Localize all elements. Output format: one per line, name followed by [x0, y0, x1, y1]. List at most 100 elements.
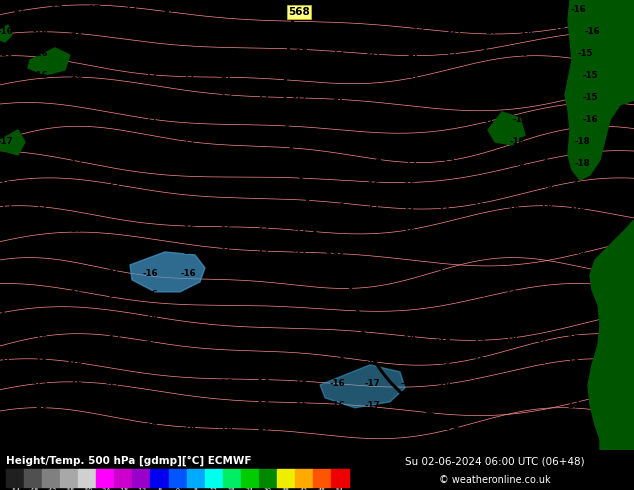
Text: Su 02-06-2024 06:00 UTC (06+48): Su 02-06-2024 06:00 UTC (06+48) [404, 456, 585, 466]
Text: -17: -17 [0, 203, 13, 213]
Text: -19: -19 [532, 401, 548, 410]
Text: -17: -17 [292, 94, 308, 102]
Text: -19: -19 [502, 357, 518, 367]
Polygon shape [28, 48, 70, 75]
Text: -17: -17 [67, 203, 83, 213]
Bar [331, 469, 349, 487]
Text: -17: -17 [439, 159, 455, 169]
Text: -17: -17 [142, 116, 158, 124]
Text: -16: -16 [217, 379, 233, 389]
Bar [150, 469, 169, 487]
Text: -17: -17 [292, 72, 308, 80]
Text: -18: -18 [142, 357, 158, 367]
Text: -15: -15 [537, 247, 553, 256]
Text: -17: -17 [105, 27, 121, 36]
Text: -17: -17 [502, 401, 518, 410]
Text: -16: -16 [512, 49, 528, 58]
Text: -17: -17 [329, 94, 345, 102]
Text: -16: -16 [67, 312, 83, 321]
Text: -18: -18 [535, 5, 551, 15]
Text: -16: -16 [547, 72, 563, 80]
Text: -18: -18 [574, 159, 590, 169]
Text: -16: -16 [512, 72, 528, 80]
Text: -17: -17 [105, 181, 121, 191]
Text: Height/Temp. 500 hPa [gdmp][°C] ECMWF: Height/Temp. 500 hPa [gdmp][°C] ECMWF [6, 456, 252, 466]
Text: -19: -19 [502, 270, 518, 278]
Text: -18: -18 [540, 159, 556, 169]
Text: -17: -17 [217, 94, 233, 102]
Text: -18: -18 [400, 401, 416, 410]
Bar [42, 469, 60, 487]
Text: -17: -17 [180, 116, 196, 124]
Text: -19: -19 [567, 270, 583, 278]
Text: -18: -18 [364, 335, 380, 344]
Text: -16: -16 [180, 291, 196, 299]
Text: -19: -19 [532, 291, 548, 299]
Text: 24: 24 [245, 488, 254, 490]
Text: -18: -18 [540, 137, 556, 147]
Text: -16: -16 [470, 247, 486, 256]
Text: -16: -16 [217, 312, 233, 321]
Text: 54: 54 [336, 488, 344, 490]
Text: -16: -16 [470, 270, 486, 278]
Text: -16: -16 [329, 270, 345, 278]
Text: -17: -17 [180, 94, 196, 102]
Text: -17: -17 [402, 159, 418, 169]
Text: -18: -18 [570, 181, 586, 191]
Text: -17: -17 [105, 137, 121, 147]
Text: -16: -16 [254, 401, 270, 410]
Text: -15: -15 [577, 49, 593, 58]
Text: -18: -18 [564, 312, 580, 321]
Text: -17: -17 [142, 181, 158, 191]
Text: -16: -16 [570, 5, 586, 15]
Text: -16: -16 [217, 225, 233, 234]
Text: -16: -16 [67, 357, 83, 367]
Text: -16: -16 [292, 270, 308, 278]
Text: -17: -17 [0, 181, 13, 191]
Bar [96, 469, 115, 487]
Text: -15: -15 [400, 270, 416, 278]
Text: -16: -16 [400, 225, 416, 234]
Text: -17: -17 [10, 5, 26, 15]
Text: -17: -17 [180, 401, 196, 410]
Text: -17: -17 [142, 335, 158, 344]
Bar [60, 469, 79, 487]
Text: -17: -17 [105, 116, 121, 124]
Text: -17: -17 [217, 203, 233, 213]
Text: -17: -17 [47, 5, 63, 15]
Text: -16: -16 [32, 423, 48, 432]
Text: 38: 38 [281, 488, 290, 490]
Text: -17: -17 [180, 181, 196, 191]
Text: -16: -16 [32, 27, 48, 36]
Text: -17: -17 [0, 159, 13, 169]
Text: -16: -16 [292, 312, 308, 321]
Text: -16: -16 [254, 291, 270, 299]
Text: -16: -16 [504, 247, 520, 256]
Text: -17: -17 [512, 116, 528, 124]
Text: -16: -16 [435, 225, 451, 234]
Text: -17: -17 [470, 181, 486, 191]
Text: -18: -18 [119, 488, 129, 490]
Text: -16: -16 [582, 116, 598, 124]
Text: -16: -16 [366, 137, 382, 147]
Bar [186, 469, 205, 487]
Text: -16: -16 [512, 94, 528, 102]
Text: -18: -18 [537, 203, 553, 213]
Text: -16: -16 [32, 49, 48, 58]
Text: -17: -17 [254, 72, 270, 80]
Text: -48: -48 [29, 488, 39, 490]
Text: -16: -16 [400, 181, 416, 191]
Text: -17: -17 [67, 116, 83, 124]
Text: -17: -17 [564, 401, 580, 410]
Text: -17: -17 [404, 94, 420, 102]
Text: -17: -17 [217, 72, 233, 80]
Text: -19: -19 [532, 423, 548, 432]
Text: -16: -16 [254, 335, 270, 344]
Text: -16: -16 [402, 137, 418, 147]
Text: -16: -16 [67, 335, 83, 344]
Text: -17: -17 [329, 72, 345, 80]
Bar [205, 469, 223, 487]
Text: -17: -17 [254, 116, 270, 124]
Text: -17: -17 [254, 159, 270, 169]
Text: -17: -17 [447, 27, 463, 36]
